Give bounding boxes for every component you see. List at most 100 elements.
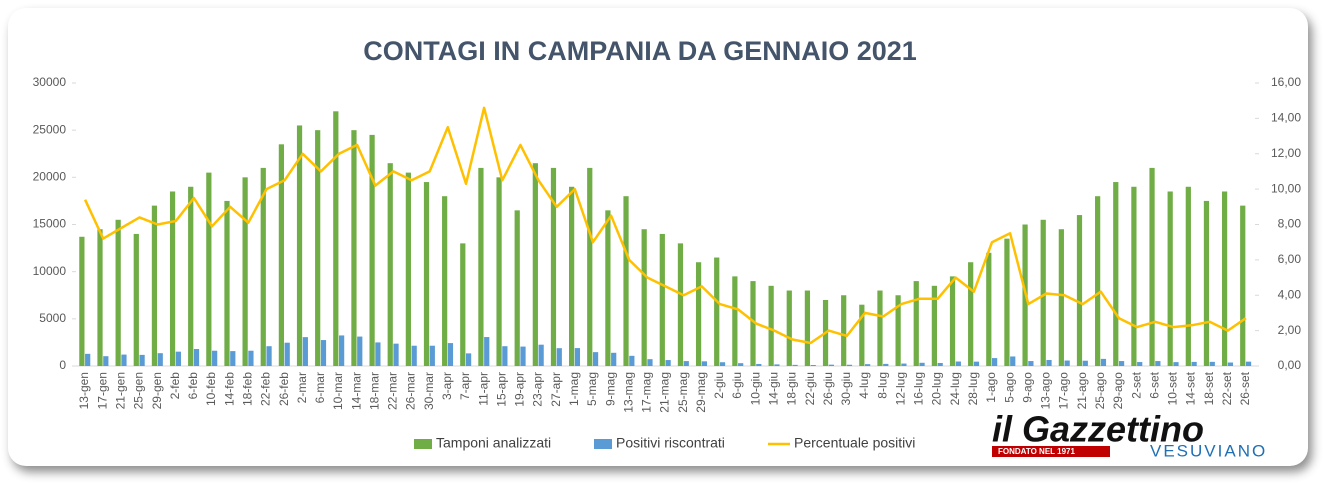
x-tick-label: 18-set bbox=[1202, 371, 1216, 405]
x-tick-label: 29-gen bbox=[150, 372, 164, 409]
bar bbox=[496, 177, 502, 366]
x-tick-label: 6-giu bbox=[730, 372, 744, 399]
x-tick-label: 22-giu bbox=[803, 372, 817, 405]
x-tick-label: 5-ago bbox=[1002, 372, 1016, 403]
bar bbox=[991, 358, 998, 366]
x-tick-label: 21-gen bbox=[114, 372, 128, 409]
bar bbox=[351, 130, 357, 366]
x-tick-label: 10-giu bbox=[748, 372, 762, 405]
bar bbox=[1010, 356, 1016, 366]
bar bbox=[828, 364, 834, 366]
bar bbox=[859, 304, 865, 366]
bar bbox=[1173, 362, 1179, 366]
bar bbox=[139, 354, 145, 366]
x-tick-label: 29-mag bbox=[694, 372, 708, 413]
x-tick-label: 20-lug bbox=[930, 372, 944, 405]
bar bbox=[1064, 360, 1070, 366]
bar bbox=[393, 343, 399, 366]
bar bbox=[296, 125, 303, 366]
bar bbox=[79, 236, 85, 366]
bar bbox=[1058, 229, 1064, 366]
bar bbox=[913, 281, 919, 366]
bar bbox=[1095, 196, 1101, 366]
bar bbox=[883, 363, 889, 366]
bar bbox=[369, 134, 375, 366]
bar bbox=[846, 364, 853, 366]
bar bbox=[895, 295, 901, 366]
logo-band bbox=[992, 446, 1110, 457]
bar bbox=[315, 130, 321, 366]
bar bbox=[968, 262, 974, 366]
bar bbox=[442, 196, 448, 366]
bar bbox=[460, 243, 466, 366]
x-tick-label: 15-apr bbox=[494, 372, 508, 407]
x-tick-label: 8-lug bbox=[875, 372, 889, 399]
bar bbox=[1245, 361, 1252, 366]
bar bbox=[587, 167, 593, 366]
x-tick-label: 30-mar bbox=[422, 372, 436, 410]
y2-tick-label: 10,00 bbox=[1271, 181, 1301, 195]
x-tick-label: 18-feb bbox=[240, 372, 254, 406]
logo-tagline: FONDATO NEL 1971 bbox=[998, 447, 1075, 456]
bar bbox=[931, 285, 937, 366]
bar bbox=[1004, 238, 1010, 366]
bar bbox=[320, 340, 327, 366]
x-tick-label: 22-set bbox=[1220, 371, 1234, 405]
x-tick-label: 26-set bbox=[1238, 371, 1252, 405]
x-tick-label: 7-apr bbox=[458, 372, 472, 400]
bar bbox=[121, 354, 127, 366]
x-tick-label: 27-apr bbox=[549, 372, 563, 407]
x-tick-label: 17-ago bbox=[1057, 372, 1071, 410]
legend-swatch bbox=[414, 439, 432, 449]
bar bbox=[284, 342, 290, 366]
bar bbox=[937, 362, 943, 366]
bar bbox=[695, 262, 702, 366]
bar bbox=[1040, 219, 1046, 366]
bar bbox=[623, 196, 629, 366]
logo-edition: VESUVIANO bbox=[1150, 441, 1267, 460]
bar bbox=[647, 359, 653, 366]
bar bbox=[665, 360, 671, 366]
bar bbox=[550, 167, 557, 366]
bar bbox=[919, 362, 925, 366]
bar bbox=[1131, 186, 1137, 366]
x-tick-label: 18-mar bbox=[367, 372, 381, 410]
bar bbox=[1203, 200, 1210, 366]
x-tick-label: 17-gen bbox=[95, 372, 109, 409]
bar bbox=[804, 290, 811, 366]
x-tick-label: 23-apr bbox=[531, 372, 545, 407]
x-tick-label: 2-set bbox=[1129, 371, 1143, 398]
bar bbox=[1185, 186, 1191, 366]
line bbox=[83, 106, 1247, 345]
bar bbox=[387, 163, 393, 366]
logo: il Gazzettino FONDATO NEL 1971 VESUVIANO bbox=[992, 409, 1267, 460]
bar bbox=[333, 111, 339, 366]
x-tick-label: 10-feb bbox=[204, 372, 218, 406]
bar bbox=[901, 363, 907, 366]
bar bbox=[973, 361, 980, 366]
x-tick-label: 2-feb bbox=[168, 372, 182, 400]
bar bbox=[242, 177, 248, 366]
x-tick-label: 2-mar bbox=[295, 372, 309, 403]
chart-title: CONTAGI IN CAMPANIA DA GENNAIO 2021 bbox=[363, 36, 917, 66]
bar bbox=[949, 276, 956, 366]
x-tick-label: 25-mag bbox=[676, 372, 690, 413]
bar bbox=[1191, 361, 1197, 366]
bar bbox=[641, 229, 647, 366]
bar bbox=[465, 353, 472, 366]
bar bbox=[538, 344, 544, 366]
x-tick-label: 1-mag bbox=[567, 372, 581, 406]
y2-tick-label: 8,00 bbox=[1278, 217, 1302, 231]
x-tick-label: 26-giu bbox=[821, 372, 835, 405]
bar bbox=[592, 352, 599, 366]
x-tick-label: 2-giu bbox=[712, 372, 726, 399]
x-tick-label: 9-ago bbox=[1020, 372, 1034, 403]
bar bbox=[429, 345, 435, 366]
bar bbox=[611, 352, 617, 366]
bar bbox=[339, 335, 345, 366]
bar bbox=[514, 210, 520, 366]
bar bbox=[97, 229, 103, 366]
bar bbox=[1076, 215, 1083, 366]
x-tick-label: 10-set bbox=[1166, 371, 1180, 405]
bar bbox=[1082, 360, 1088, 366]
